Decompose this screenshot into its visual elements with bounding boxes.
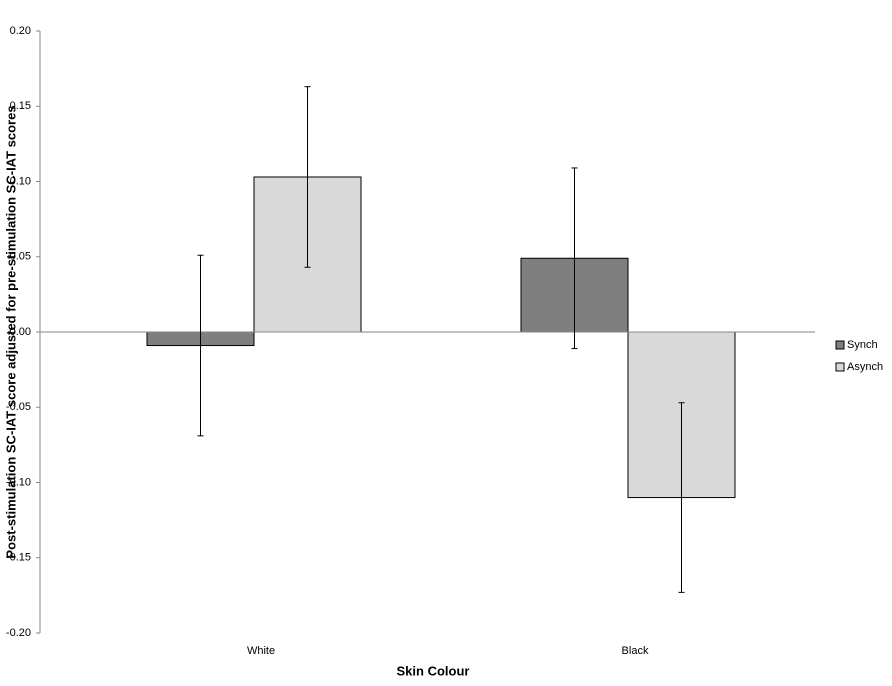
legend-label: Asynch [847, 361, 883, 373]
x-tick-label: White [247, 645, 275, 657]
y-axis-title: Post-stimulation SC-IAT score adjusted f… [3, 105, 18, 558]
error-bar [304, 86, 311, 268]
y-tick-label: 0.00 [10, 326, 31, 338]
error-bar [197, 254, 204, 437]
y-tick-label: -0.05 [6, 401, 31, 413]
y-tick-label: 0.05 [10, 251, 31, 263]
error-bar [678, 402, 685, 593]
legend-swatch [835, 340, 845, 350]
legend-label: Synch [847, 339, 878, 351]
y-tick-label: -0.20 [6, 627, 31, 639]
error-bar [571, 167, 578, 350]
y-tick-label: 0.15 [10, 100, 31, 112]
legend-swatch [835, 362, 845, 372]
x-axis-title: Skin Colour [397, 663, 470, 678]
y-tick-label: -0.10 [6, 476, 31, 488]
x-tick-label: Black [622, 645, 649, 657]
y-tick-label: -0.15 [6, 552, 31, 564]
y-tick-label: 0.20 [10, 25, 31, 37]
y-tick-label: 0.10 [10, 175, 31, 187]
